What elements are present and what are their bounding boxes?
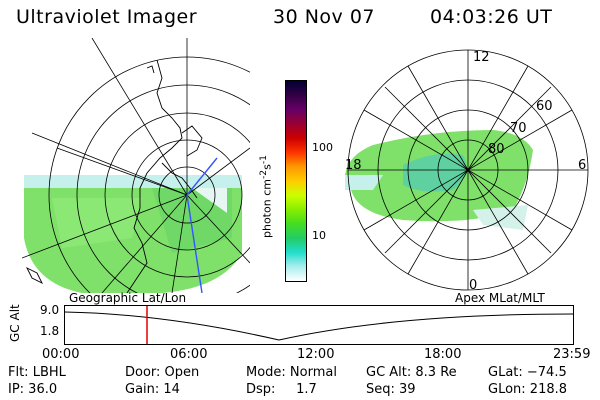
glat-readout: GLat: −74.5 [488,365,567,380]
geographic-map [22,38,250,293]
mlt-label-0: 0 [469,278,477,293]
geographic-grid [22,38,250,293]
colorbar-tick-10: 10 [312,229,326,242]
seq-readout: Seq: 39 [366,382,416,397]
filter-readout: Flt: LBHL [8,365,66,380]
timeline-xtick-0600: 06:00 [170,347,208,362]
mlt-label-6: 6 [578,158,586,173]
timeline-xtick-0000: 00:00 [42,347,80,362]
colorbar-tick-100: 100 [312,141,333,154]
orbit-altitude-timeline [64,305,574,345]
gain-readout: Gain: 14 [125,382,180,397]
colorbar-unit: photon cm-2s-1 [258,155,274,238]
mlt-label-12: 12 [473,50,490,65]
dsp-readout: Dsp: 1.7 [246,382,317,397]
geographic-label: Geographic Lat/Lon [69,291,187,305]
date-readout: 30 Nov 07 [273,6,376,28]
geographic-aurora-image [24,175,242,293]
instrument-title: Ultraviolet Imager [16,6,198,28]
subsolar-meridian [186,157,218,196]
coastline [25,59,203,293]
timeline-y-label: GC Alt [8,304,22,342]
timeline-ytick-top: 9.0 [40,303,60,317]
mlat-label-60: 60 [536,99,553,114]
timeline-xtick-1800: 18:00 [424,347,462,362]
apex-grid [347,49,589,291]
mlat-label-80: 80 [488,142,505,157]
intensity-colorbar [285,80,307,282]
mlt-label-18: 18 [345,158,362,173]
timeline-xtick-2359: 23:59 [553,347,591,362]
mlat-label-70: 70 [510,121,527,136]
local-meridian [186,194,203,293]
timeline-ytick-bottom: 1.8 [40,324,60,338]
ip-readout: IP: 36.0 [8,382,58,397]
door-readout: Door: Open [125,365,200,380]
glon-readout: GLon: 218.8 [488,382,568,397]
apex-map: 12 18 6 0 60 70 80 [345,49,589,293]
gc-alt-readout: GC Alt: 8.3 Re [366,365,457,380]
apex-label: Apex MLat/MLT [455,291,545,305]
apex-aurora-image [345,130,533,230]
mode-readout: Mode: Normal [246,365,337,380]
time-readout: 04:03:26 UT [430,6,553,28]
timeline-xtick-1200: 12:00 [297,347,335,362]
